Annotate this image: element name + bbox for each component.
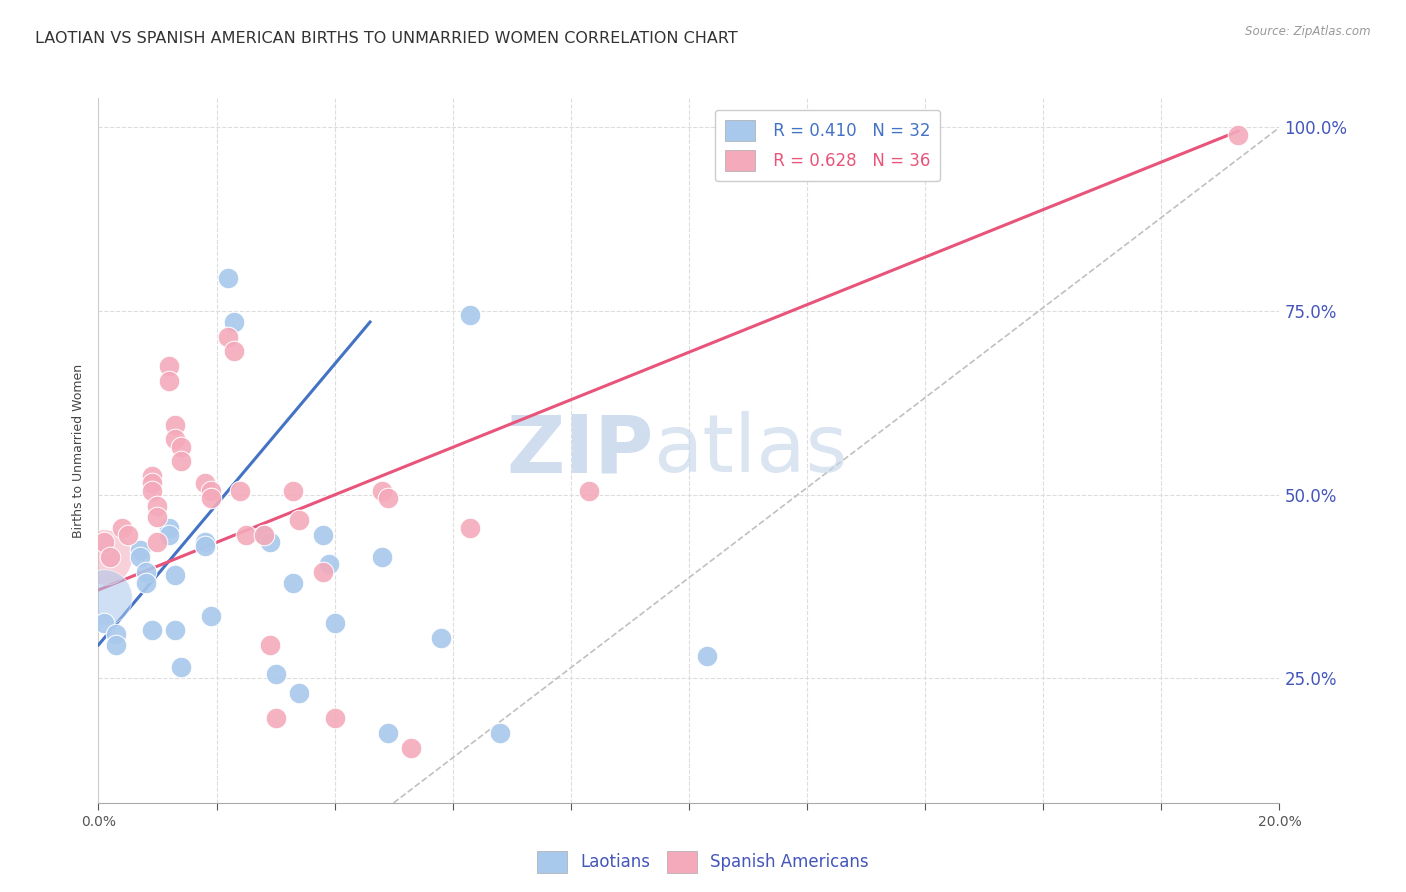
Legend:  R = 0.410   N = 32,  R = 0.628   N = 36: R = 0.410 N = 32, R = 0.628 N = 36 (714, 110, 941, 181)
Point (264, 667, 287, 681)
Text: LAOTIAN VS SPANISH AMERICAN BIRTHS TO UNMARRIED WOMEN CORRELATION CHART: LAOTIAN VS SPANISH AMERICAN BIRTHS TO UN… (35, 31, 738, 46)
Point (1227, 128, 1250, 142)
Point (323, 711, 346, 725)
Point (93, 535, 115, 549)
Point (146, 509, 169, 524)
Point (264, 711, 287, 725)
Point (135, 575, 157, 590)
Point (141, 476, 163, 491)
Point (105, 627, 128, 641)
Point (157, 359, 180, 373)
Point (194, 535, 217, 549)
Point (371, 549, 394, 564)
Legend: Laotians, Spanish Americans: Laotians, Spanish Americans (530, 845, 876, 880)
Point (128, 542, 150, 557)
Point (283, 483, 305, 498)
Text: ZIP: ZIP (506, 411, 654, 490)
Point (259, 638, 281, 652)
Point (170, 440, 193, 454)
Point (224, 315, 246, 329)
Point (259, 535, 281, 549)
Point (224, 344, 246, 359)
Point (98, 549, 121, 564)
Text: atlas: atlas (654, 411, 848, 490)
Point (105, 638, 128, 652)
Point (157, 374, 180, 388)
Text: Source: ZipAtlas.com: Source: ZipAtlas.com (1246, 25, 1371, 38)
Point (165, 417, 187, 432)
Point (157, 520, 180, 534)
Point (200, 491, 222, 505)
Y-axis label: Births to Unmarried Women: Births to Unmarried Women (72, 363, 86, 538)
Point (111, 520, 134, 534)
Point (377, 491, 399, 505)
Point (217, 329, 239, 343)
Point (135, 565, 157, 579)
Point (93, 591, 115, 605)
Point (288, 686, 311, 700)
Point (312, 528, 335, 542)
Point (323, 615, 346, 630)
Point (217, 271, 239, 285)
Point (288, 513, 311, 527)
Point (312, 565, 335, 579)
Point (489, 726, 512, 740)
Point (253, 528, 276, 542)
Point (170, 454, 193, 468)
Point (377, 726, 399, 740)
Point (141, 624, 163, 638)
Point (170, 660, 193, 674)
Point (93, 615, 115, 630)
Point (235, 528, 257, 542)
Point (430, 631, 453, 645)
Point (200, 483, 222, 498)
Point (371, 483, 394, 498)
Point (165, 568, 187, 582)
Point (141, 483, 163, 498)
Point (165, 624, 187, 638)
Point (165, 433, 187, 447)
Point (318, 558, 340, 572)
Point (229, 483, 252, 498)
Point (460, 520, 482, 534)
Point (117, 528, 139, 542)
Point (157, 528, 180, 542)
Point (283, 575, 305, 590)
Point (460, 308, 482, 322)
Point (146, 499, 169, 513)
Point (696, 648, 718, 663)
Point (200, 608, 222, 623)
Point (253, 528, 276, 542)
Point (141, 469, 163, 483)
Point (401, 740, 423, 755)
Point (128, 549, 150, 564)
Point (194, 476, 217, 491)
Point (194, 539, 217, 553)
Point (578, 483, 600, 498)
Point (146, 535, 169, 549)
Point (93, 549, 115, 564)
